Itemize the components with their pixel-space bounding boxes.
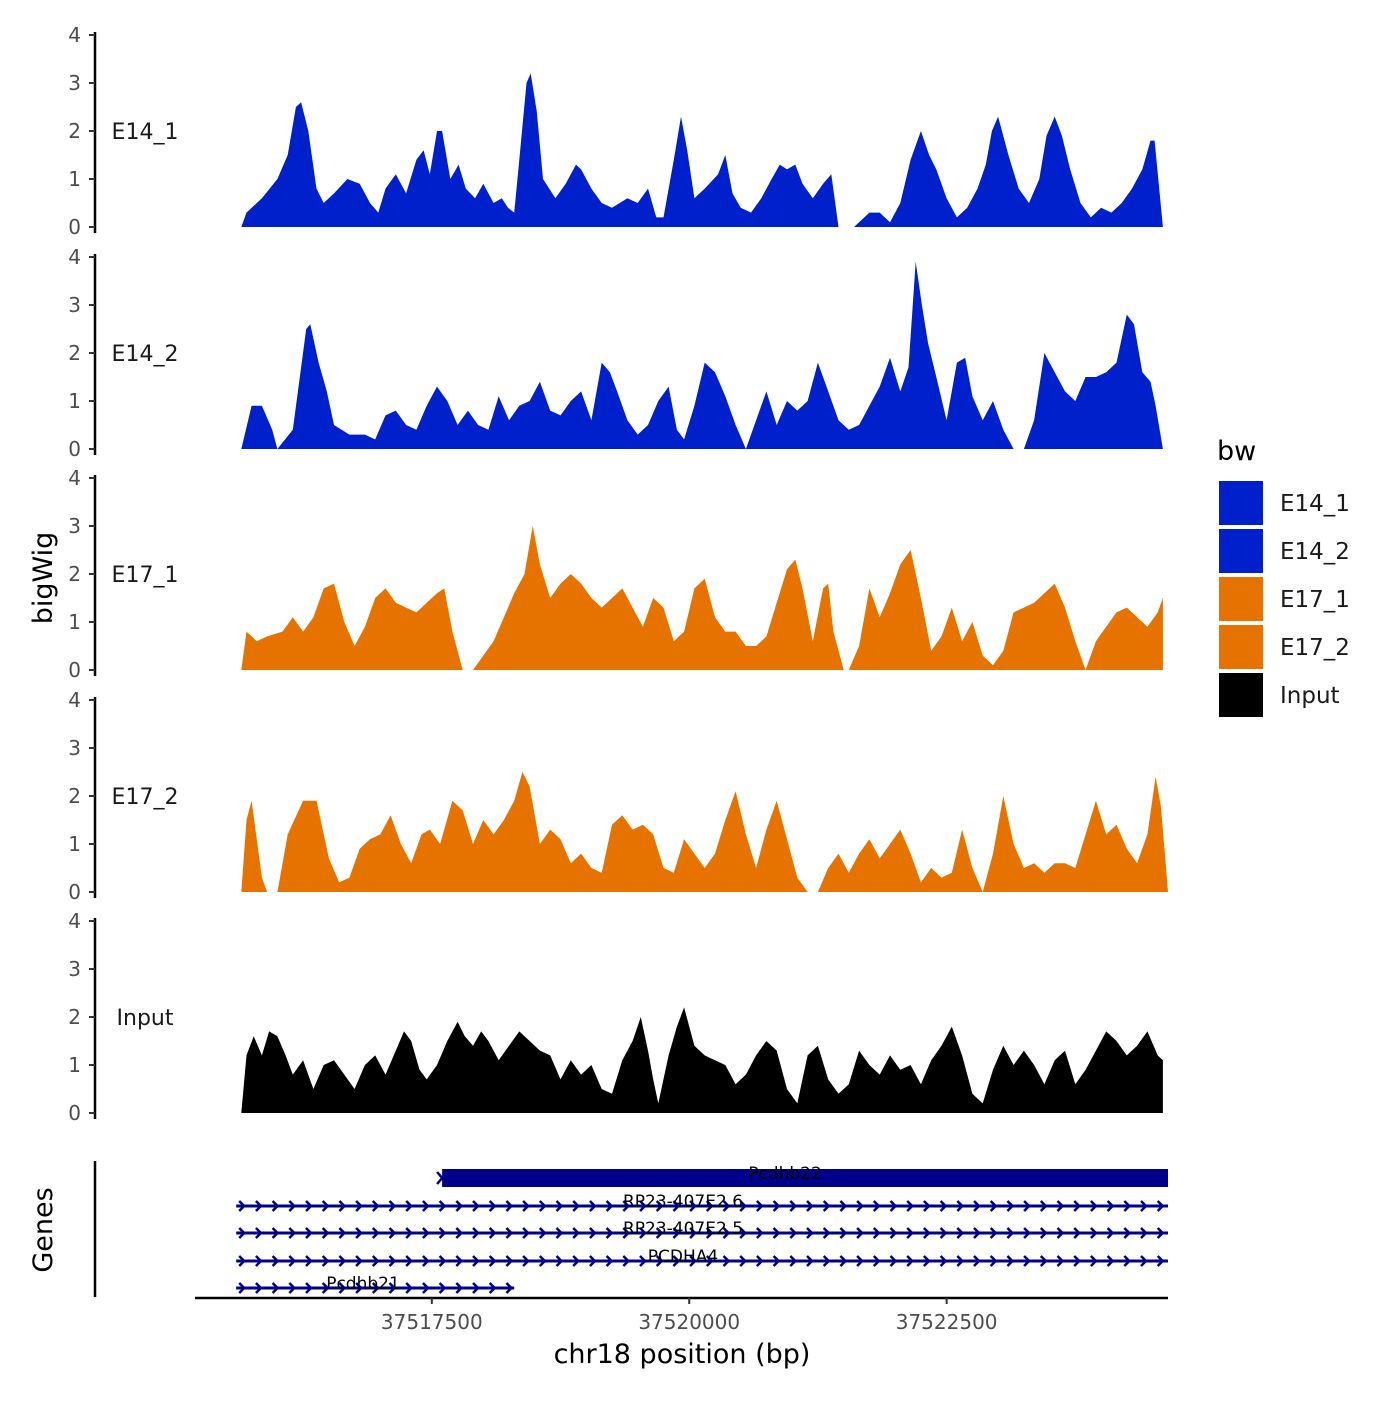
- strand-arrows: [238, 1227, 1165, 1239]
- y-tick-label: 2: [68, 119, 81, 143]
- legend-swatch: [1217, 671, 1265, 719]
- y-tick-label: 2: [68, 562, 81, 586]
- legend-swatch: [1217, 623, 1265, 671]
- y-tick-label: 0: [68, 1101, 81, 1125]
- signal-tracks: 0 1 2 3 4 E14_1 0 1 2 3 4 E14_2 0 1 2 3 4 E17_1 0 1 2 3 4 E17_2…: [68, 23, 1169, 1125]
- gene-Pcdhb22: Pcdhb22: [436, 1164, 1169, 1187]
- y-tick-label: 0: [68, 215, 81, 239]
- gene-PCDHA4: PCDHA4: [236, 1247, 1168, 1267]
- y-tick-label: 0: [68, 437, 81, 461]
- legend-swatch: [1217, 479, 1265, 527]
- track-label: E14_1: [112, 120, 179, 145]
- y-tick-label: 4: [68, 23, 81, 47]
- legend-label: E14_2: [1280, 539, 1350, 565]
- gene-RP23-407E2.5: RP23-407E2.5: [236, 1219, 1168, 1239]
- y-tick-label: 2: [68, 341, 81, 365]
- strand-arrows: [238, 1255, 1165, 1267]
- legend-item-E14_2: E14_2: [1217, 527, 1350, 575]
- x-tick-label: 37517500: [381, 1310, 483, 1334]
- legend-label: E17_2: [1280, 635, 1350, 661]
- legend-swatch: [1217, 575, 1265, 623]
- y-tick-label: 3: [68, 957, 81, 981]
- strand-arrow: [436, 1171, 444, 1185]
- y-tick-label: 1: [68, 832, 81, 856]
- y-tick-label: 3: [68, 736, 81, 760]
- signal-area-E14_1: [241, 73, 1163, 228]
- legend-label: E17_1: [1280, 587, 1350, 613]
- y-tick-label: 4: [68, 245, 81, 269]
- gene-label: PCDHA4: [648, 1247, 718, 1267]
- legend-title: bw: [1217, 436, 1256, 467]
- y-tick-label: 1: [68, 389, 81, 413]
- track-E17_2: 0 1 2 3 4 E17_2: [68, 688, 1169, 904]
- legend-item-E14_1: E14_1: [1217, 479, 1350, 527]
- track-Input: 0 1 2 3 4 Input: [68, 909, 1163, 1125]
- gene-label: RP23-407E2.6: [623, 1192, 743, 1212]
- gene-RP23-407E2.6: RP23-407E2.6: [236, 1192, 1168, 1212]
- gene-Pcdhb21: Pcdhb21: [236, 1274, 515, 1294]
- legend-label: Input: [1280, 683, 1340, 709]
- genes-axis-title: Genes: [28, 1187, 59, 1272]
- legend-item-Input: Input: [1217, 671, 1340, 719]
- y-axis-title: bigWig: [28, 532, 59, 625]
- legend-swatch: [1217, 527, 1265, 575]
- y-tick-label: 3: [68, 293, 81, 317]
- y-tick-label: 1: [68, 610, 81, 634]
- x-axis-title: chr18 position (bp): [554, 1339, 811, 1370]
- x-tick-label: 37522500: [896, 1310, 998, 1334]
- track-E14_2: 0 1 2 3 4 E14_2: [68, 245, 1163, 461]
- y-tick-label: 3: [68, 71, 81, 95]
- track-E17_1: 0 1 2 3 4 E17_1: [68, 466, 1163, 682]
- y-tick-label: 1: [68, 1053, 81, 1077]
- gene-label: Pcdhb22: [748, 1164, 822, 1184]
- y-tick-label: 1: [68, 167, 81, 191]
- legend-label: E14_1: [1280, 491, 1350, 517]
- legend-item-E17_2: E17_2: [1217, 623, 1350, 671]
- track-E14_1: 0 1 2 3 4 E14_1: [68, 23, 1163, 239]
- legend-item-E17_1: E17_1: [1217, 575, 1350, 623]
- track-label: E17_2: [112, 785, 179, 810]
- legend-items: E14_1 E14_2 E17_1 E17_2 Input: [1217, 479, 1350, 719]
- y-tick-label: 4: [68, 909, 81, 933]
- strand-arrows: [238, 1282, 514, 1294]
- signal-area-Input: [241, 1007, 1163, 1113]
- y-tick-label: 0: [68, 658, 81, 682]
- x-tick-label: 37520000: [638, 1310, 740, 1334]
- gene-label: RP23-407E2.5: [623, 1219, 743, 1239]
- y-tick-label: 0: [68, 880, 81, 904]
- y-tick-label: 2: [68, 784, 81, 808]
- gene-body: [442, 1169, 1169, 1187]
- track-label: E14_2: [112, 342, 179, 367]
- legend: bw E14_1 E14_2 E17_1 E17_2 Input: [1217, 436, 1350, 719]
- signal-area-E17_2: [241, 772, 1169, 892]
- gene-label: Pcdhb21: [326, 1274, 400, 1294]
- y-tick-label: 2: [68, 1005, 81, 1029]
- y-tick-label: 4: [68, 688, 81, 712]
- signal-area-E17_1: [241, 526, 1163, 670]
- y-tick-label: 4: [68, 466, 81, 490]
- signal-area-E14_2: [241, 261, 1163, 449]
- strand-arrows: [238, 1200, 1165, 1212]
- track-label: Input: [117, 1006, 174, 1031]
- x-axis: 37517500 37520000 37522500: [195, 1296, 1168, 1334]
- y-tick-label: 3: [68, 514, 81, 538]
- track-label: E17_1: [112, 563, 179, 588]
